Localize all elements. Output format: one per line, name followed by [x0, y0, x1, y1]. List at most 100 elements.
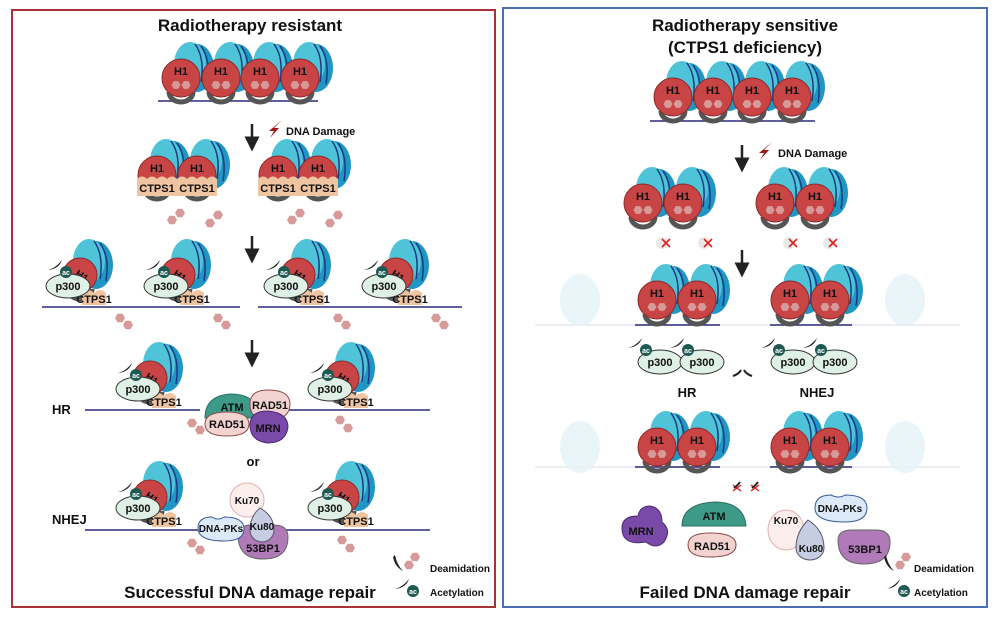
nucleosome: H1CTPS1p300ac	[115, 342, 183, 409]
ctps1-label: CTPS1	[174, 294, 209, 306]
h1-label: H1	[271, 163, 285, 175]
deamidation-hexagon	[901, 552, 911, 562]
deamidation-hexagon	[780, 303, 790, 311]
acetylation-mark	[670, 338, 684, 348]
ac-label: ac	[324, 373, 332, 380]
deamidation-hexagon	[775, 206, 785, 214]
ac-label: ac	[409, 589, 417, 596]
acetylation-mark	[761, 338, 775, 348]
h1-histone	[693, 77, 733, 117]
deamidation-hexagon	[333, 313, 343, 323]
ctps1-label: CTPS1	[260, 183, 295, 195]
red-x-icon	[661, 238, 671, 248]
nucleosome: H1CTPS1p300ac	[143, 239, 211, 306]
ac-group	[407, 585, 419, 597]
linker-ring	[245, 91, 275, 105]
deamidation-hexagon	[742, 100, 752, 108]
ac-label: ac	[900, 589, 908, 596]
acetylation-mark	[628, 338, 642, 348]
right-nhej-label: NHEJ	[800, 385, 835, 400]
ku70-r-label: Ku70	[774, 516, 799, 527]
h1-histone	[770, 280, 810, 320]
ac-label: ac	[684, 348, 692, 355]
linker-ring	[737, 110, 767, 124]
dna-wrap	[805, 62, 820, 104]
rad51-r-shape	[687, 532, 737, 558]
h1-label: H1	[785, 85, 799, 97]
red-x-icon	[788, 238, 798, 248]
deamidation-hexagon	[790, 450, 800, 458]
p300-label: p300	[371, 281, 396, 293]
left-panel-border	[11, 9, 496, 608]
atm-label: ATM	[220, 402, 243, 414]
deamidation-hexagon	[300, 81, 310, 89]
faded-nucleosome	[560, 421, 600, 473]
p300-label: p300	[125, 503, 150, 515]
h1-label: H1	[666, 85, 680, 97]
missing-hexagon	[783, 237, 795, 249]
deamidation-hexagon	[687, 303, 697, 311]
nucleosome: H1CTPS1p300ac	[361, 239, 429, 306]
ac-label: ac	[132, 492, 140, 499]
ac-label: ac	[642, 348, 650, 355]
h1-label: H1	[823, 435, 837, 447]
faded-nucleosome	[560, 274, 600, 326]
deamidation-hexagon	[287, 215, 297, 225]
dna-pks-shape	[197, 516, 245, 542]
ctps1-enzyme	[177, 176, 217, 196]
nucleosome: H1CTPS1p300ac	[307, 461, 375, 528]
h1-label: H1	[808, 191, 822, 203]
acetylation-mark	[733, 481, 741, 489]
faded-nucleosome	[885, 421, 925, 473]
deamidation-hexagon	[290, 81, 300, 89]
nucleosome: H1	[677, 264, 730, 327]
mrn: MRN	[249, 410, 289, 444]
ac-group	[682, 344, 694, 356]
deamidation-hexagon	[790, 303, 800, 311]
dna-wrap	[843, 412, 858, 454]
acetylation-mark	[751, 481, 759, 489]
h1-label: H1	[783, 435, 797, 447]
blocked-mark	[823, 237, 838, 249]
dna-wrap	[696, 168, 711, 210]
linker-ring	[777, 110, 807, 124]
h1-histone	[240, 58, 280, 98]
deamidation-hexagon	[647, 303, 657, 311]
h1-histone	[280, 58, 320, 98]
nucleosome: H1 CTPS1	[177, 139, 230, 202]
ac-group	[278, 266, 290, 278]
missing-hexagon	[698, 237, 710, 249]
p300-complex: p300 ac	[628, 338, 683, 375]
left-damage-label: DNA Damage	[286, 126, 355, 138]
p300-label: p300	[822, 357, 847, 369]
deamidation-arrow	[884, 555, 894, 571]
ctps1-enzyme	[180, 290, 204, 305]
p300-label: p300	[55, 281, 80, 293]
deamidation-hexagon	[123, 320, 133, 330]
deamidation-hexagon	[337, 535, 347, 545]
deamidation-hexagon	[250, 81, 260, 89]
p300-complex: p300 ac	[761, 338, 816, 375]
h1-histone	[663, 183, 703, 223]
ctps1-enzyme	[152, 393, 176, 408]
deamidation-hexagon	[171, 81, 181, 89]
deamidation-hexagon	[345, 543, 355, 553]
left-title: Radiotherapy resistant	[158, 16, 343, 35]
dna-wrap	[163, 462, 178, 504]
deamidation-arrow	[393, 555, 403, 571]
dna-wrap	[409, 240, 424, 282]
ctps1-label: CTPS1	[300, 183, 335, 195]
deamidation-hexagon	[703, 100, 713, 108]
dna-wrap	[843, 265, 858, 307]
h1-label: H1	[253, 66, 267, 78]
p300-complex: p300 ac	[670, 338, 725, 375]
right-panel-border	[502, 7, 988, 608]
ku80-shape	[249, 507, 275, 543]
nucleosome: H1CTPS1p300ac	[263, 239, 331, 306]
deamidation-hexagon	[765, 206, 775, 214]
acetylation-mark	[118, 482, 132, 492]
atm-r-shape	[681, 501, 747, 527]
linker-ring	[206, 91, 236, 105]
dna-wrap	[355, 343, 370, 385]
dna-pks-r-label: DNA-PKs	[818, 504, 863, 515]
